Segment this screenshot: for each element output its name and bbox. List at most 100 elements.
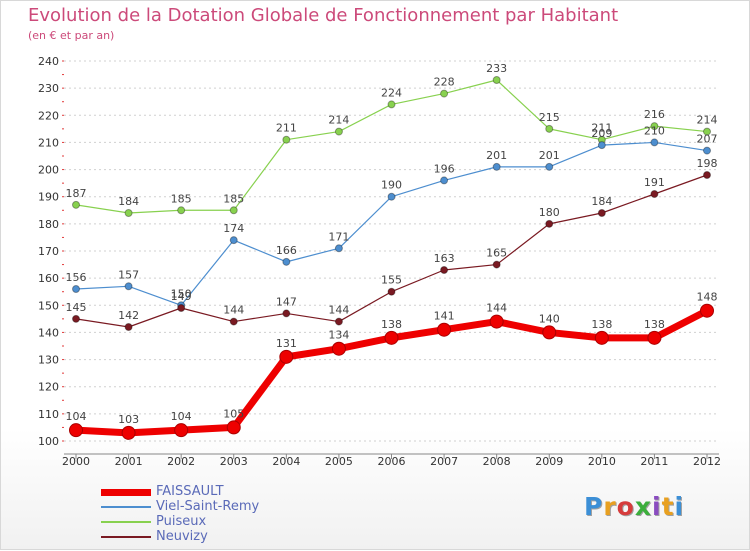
data-point — [542, 325, 557, 340]
data-point — [492, 260, 501, 269]
data-point — [492, 162, 501, 171]
data-point — [440, 89, 449, 98]
data-point — [124, 209, 133, 217]
data-point — [437, 322, 452, 337]
data-point — [279, 349, 294, 364]
x-tick-label: 2004 — [272, 455, 300, 468]
data-point — [72, 285, 80, 293]
data-point — [226, 420, 241, 435]
data-point — [229, 236, 238, 245]
data-label: 185 — [223, 192, 244, 205]
data-label: 190 — [381, 179, 402, 192]
data-label: 209 — [591, 127, 612, 140]
data-label: 228 — [434, 76, 455, 89]
logo-letter: x — [634, 492, 652, 521]
data-point — [440, 266, 449, 274]
data-point — [331, 341, 346, 356]
data-label: 166 — [276, 244, 297, 257]
legend-item: Viel-Saint-Remy — [101, 499, 321, 515]
legend-swatch — [101, 488, 151, 496]
x-tick-label: 2011 — [640, 455, 668, 468]
legend-swatch — [101, 506, 151, 508]
data-point — [124, 323, 133, 331]
data-point — [387, 287, 396, 296]
data-label: 180 — [539, 206, 560, 219]
data-label: 138 — [591, 318, 612, 331]
proxiti-logo: Proxiti — [584, 492, 684, 521]
data-point — [703, 171, 711, 179]
data-label: 174 — [223, 222, 244, 235]
data-label: 140 — [539, 312, 560, 325]
data-point — [229, 317, 238, 326]
y-tick-label: 180 — [38, 218, 59, 231]
logo-letter: P — [584, 492, 604, 521]
data-label: 138 — [381, 318, 402, 331]
logo-letter: i — [674, 492, 685, 521]
data-label: 104 — [171, 410, 192, 423]
data-label: 163 — [434, 252, 455, 265]
x-tick-label: 2010 — [588, 455, 616, 468]
data-point — [334, 127, 343, 136]
data-label: 224 — [381, 86, 402, 99]
data-label: 187 — [66, 187, 87, 200]
data-point — [387, 192, 396, 201]
data-point — [282, 309, 291, 318]
legend-swatch — [101, 521, 151, 523]
data-point — [72, 314, 80, 323]
data-point — [700, 303, 714, 318]
data-label: 134 — [328, 329, 349, 342]
data-label: 207 — [697, 133, 718, 146]
data-label: 171 — [328, 230, 349, 243]
data-label: 141 — [434, 310, 455, 323]
data-label: 157 — [118, 268, 139, 281]
data-point — [489, 314, 504, 329]
data-label: 155 — [381, 274, 402, 287]
data-label: 149 — [171, 290, 192, 303]
data-label: 196 — [434, 162, 455, 175]
data-label: 145 — [66, 301, 87, 314]
data-label: 201 — [486, 149, 507, 162]
data-label: 184 — [591, 195, 612, 208]
data-point — [229, 206, 238, 215]
y-tick-label: 130 — [38, 354, 59, 367]
data-point — [440, 176, 449, 185]
logo-letter: t — [661, 492, 675, 521]
data-point — [72, 200, 80, 209]
data-label: 211 — [276, 122, 297, 135]
x-tick-label: 2007 — [430, 455, 458, 468]
x-tick-label: 2003 — [220, 455, 248, 468]
data-label: 105 — [223, 407, 244, 420]
x-tick-label: 2012 — [693, 455, 721, 468]
x-tick-label: 2000 — [62, 455, 90, 468]
data-point — [597, 209, 606, 217]
data-label: 150 — [171, 287, 192, 300]
data-label: 201 — [539, 149, 560, 162]
data-point — [492, 76, 501, 84]
data-label: 214 — [328, 114, 349, 127]
y-tick-label: 160 — [38, 272, 59, 285]
legend-label: FAISSAULT — [156, 484, 224, 499]
data-label: 142 — [118, 309, 139, 322]
data-point — [650, 190, 659, 198]
data-label: 214 — [697, 114, 718, 127]
data-point — [334, 244, 343, 253]
x-tick-label: 2006 — [378, 455, 406, 468]
data-point — [650, 138, 659, 147]
data-point — [124, 282, 133, 291]
chart-subtitle: (en € et par an) — [28, 29, 115, 42]
legend-item: FAISSAULT — [101, 484, 321, 500]
data-point — [282, 135, 291, 144]
y-tick-label: 170 — [38, 245, 59, 258]
data-point — [121, 425, 136, 440]
data-label: 185 — [171, 192, 192, 205]
data-label: 233 — [486, 62, 507, 75]
y-tick-label: 240 — [38, 55, 59, 68]
y-tick-label: 110 — [38, 408, 59, 421]
data-label: 211 — [591, 122, 612, 135]
y-tick-label: 100 — [38, 435, 59, 448]
data-point — [177, 304, 186, 312]
y-tick-label: 120 — [38, 381, 59, 394]
x-tick-label: 2009 — [535, 455, 563, 468]
legend-label: Viel-Saint-Remy — [156, 499, 260, 514]
